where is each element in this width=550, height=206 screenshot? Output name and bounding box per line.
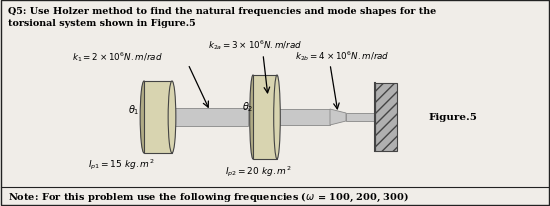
Ellipse shape [168,82,176,153]
Text: $k_1 = 2 \times 10^6 N.m/rad$: $k_1 = 2 \times 10^6 N.m/rad$ [72,50,163,64]
Bar [172,109,248,126]
Text: $k_{2a} = 3 \times 10^6 N.m/rad$: $k_{2a} = 3 \times 10^6 N.m/rad$ [208,38,302,52]
Bar [144,82,172,153]
Text: Figure.5: Figure.5 [428,113,477,122]
Bar [253,76,277,159]
Text: Q5: Use Holzer method to find the natural frequencies and mode shapes for the: Q5: Use Holzer method to find the natura… [8,7,436,16]
Ellipse shape [250,76,256,159]
Text: $\theta_1$: $\theta_1$ [128,103,140,116]
Polygon shape [330,109,346,125]
Text: Note: For this problem use the following frequencies ($\omega$ = 100, 200, 300): Note: For this problem use the following… [8,190,409,203]
Text: $I_{p1} = 15\ kg.m^2$: $I_{p1} = 15\ kg.m^2$ [88,157,155,172]
Text: $k_{2b} = 4 \times 10^6 N.m/rad$: $k_{2b} = 4 \times 10^6 N.m/rad$ [295,49,389,63]
Text: $I_{p2} = 20\ kg.m^2$: $I_{p2} = 20\ kg.m^2$ [225,164,292,179]
Ellipse shape [140,82,148,153]
Text: $\theta_2$: $\theta_2$ [242,99,254,113]
Bar [346,114,375,121]
Bar [375,84,397,151]
Ellipse shape [274,76,280,159]
Text: torsional system shown in Figure.5: torsional system shown in Figure.5 [8,19,196,28]
Bar [277,109,330,125]
